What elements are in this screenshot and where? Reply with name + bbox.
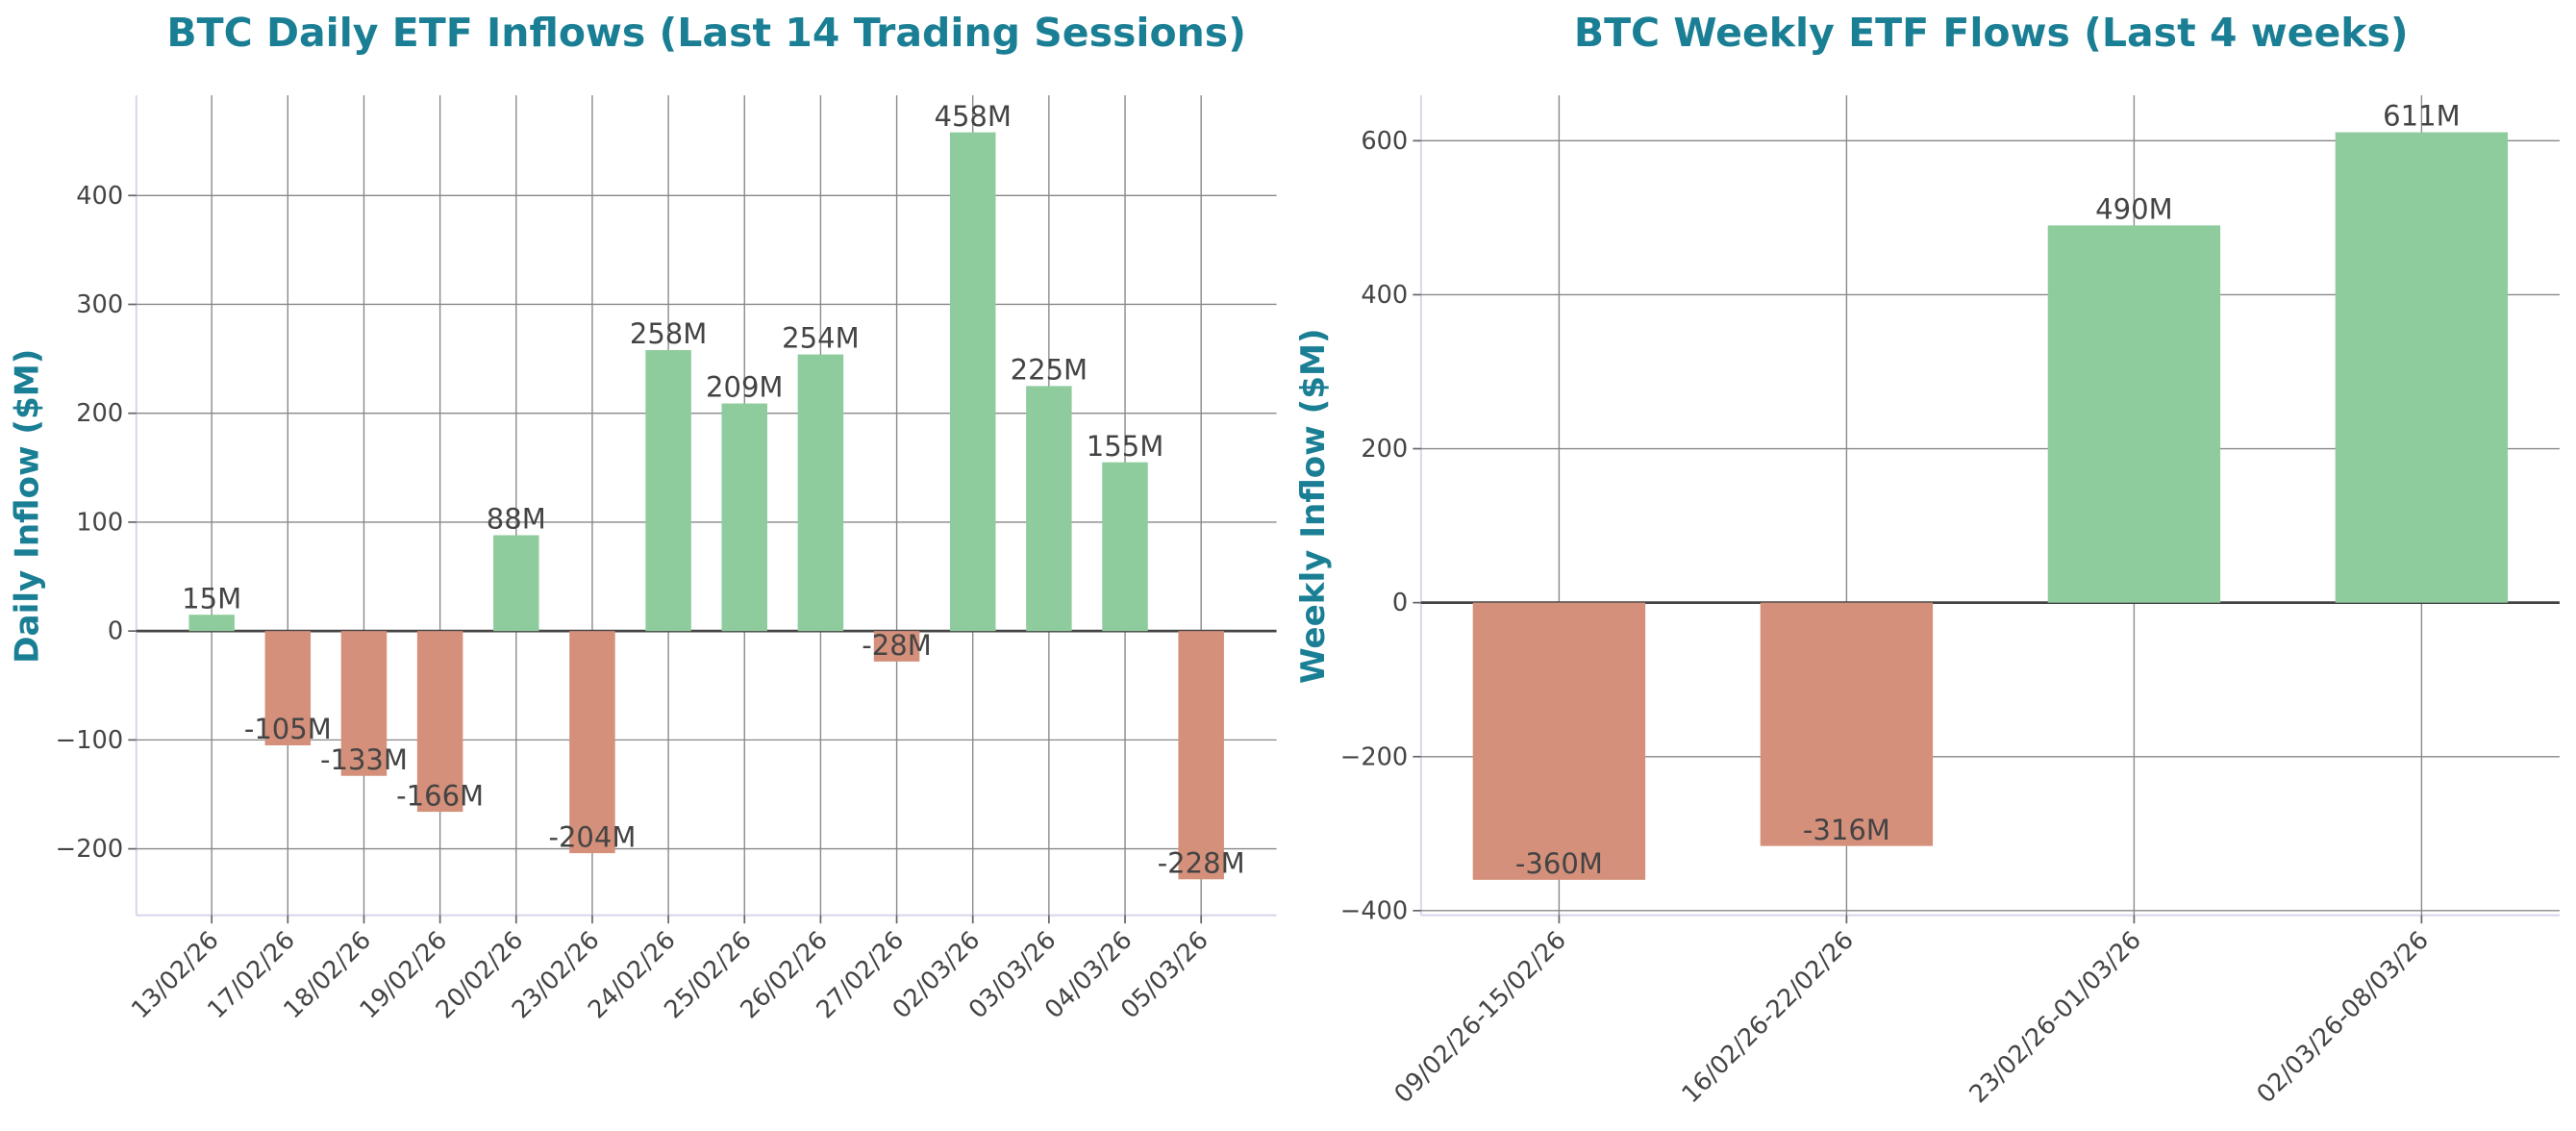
value-label: -28M	[862, 629, 931, 662]
bar	[949, 132, 996, 632]
bar	[2047, 225, 2221, 603]
bar	[2335, 132, 2509, 603]
bar	[569, 631, 615, 854]
bar	[1760, 602, 1934, 846]
bar	[1178, 631, 1224, 880]
chart-title: BTC Weekly ETF Flows (Last 4 weeks)	[1574, 10, 2409, 56]
value-label: 209M	[706, 371, 783, 404]
bar	[493, 535, 539, 632]
y-tick-label: 400	[76, 182, 123, 211]
value-label: 15M	[182, 582, 241, 615]
y-tick-label: 0	[108, 617, 123, 646]
bar	[797, 354, 844, 632]
y-tick-label: 300	[76, 290, 123, 319]
y-tick-label: −200	[1340, 742, 1408, 771]
y-tick-label: 400	[1361, 281, 1408, 310]
x-tick-label: 09/02/26-15/02/26	[1388, 926, 1571, 1109]
value-label: 458M	[934, 100, 1011, 133]
value-label: 225M	[1011, 354, 1088, 387]
y-tick-label: 0	[1392, 589, 1408, 617]
y-tick-label: −200	[56, 835, 123, 864]
value-label: 254M	[782, 322, 859, 355]
value-label: -360M	[1515, 847, 1603, 880]
chart-title: BTC Daily ETF Inflows (Last 14 Trading S…	[166, 10, 1246, 56]
value-label: 611M	[2383, 100, 2460, 133]
bar	[645, 350, 691, 632]
y-axis-label: Daily Inflow ($M)	[8, 349, 46, 664]
y-tick-label: −100	[56, 726, 123, 755]
x-tick-label: 02/03/26-08/03/26	[2251, 926, 2434, 1109]
value-label: -228M	[1158, 846, 1245, 879]
value-label: -204M	[548, 820, 636, 853]
y-tick-label: 200	[76, 399, 123, 428]
bar	[1026, 386, 1072, 632]
y-axis-label: Weekly Inflow ($M)	[1294, 328, 1333, 684]
bar	[1472, 602, 1646, 880]
value-label: 490M	[2095, 193, 2172, 226]
value-label: 155M	[1087, 430, 1163, 463]
value-label: 88M	[487, 503, 546, 536]
bar	[264, 631, 312, 746]
x-tick-label: 16/02/26-22/02/26	[1676, 926, 1859, 1109]
bar	[340, 631, 388, 776]
value-label: -316M	[1803, 814, 1890, 846]
y-tick-label: 200	[1361, 435, 1408, 464]
y-tick-label: −400	[1340, 896, 1408, 925]
bar	[873, 631, 920, 662]
bar	[1102, 462, 1148, 632]
bar	[721, 403, 767, 632]
value-label: 258M	[630, 317, 707, 350]
bar	[416, 631, 463, 813]
value-label: -166M	[396, 779, 484, 812]
value-label: -105M	[244, 713, 332, 745]
x-tick-label: 23/02/26-01/03/26	[1963, 926, 2146, 1109]
bar	[188, 615, 235, 632]
y-tick-label: 600	[1361, 127, 1408, 156]
value-label: -133M	[320, 743, 408, 776]
y-tick-label: 100	[76, 508, 123, 537]
